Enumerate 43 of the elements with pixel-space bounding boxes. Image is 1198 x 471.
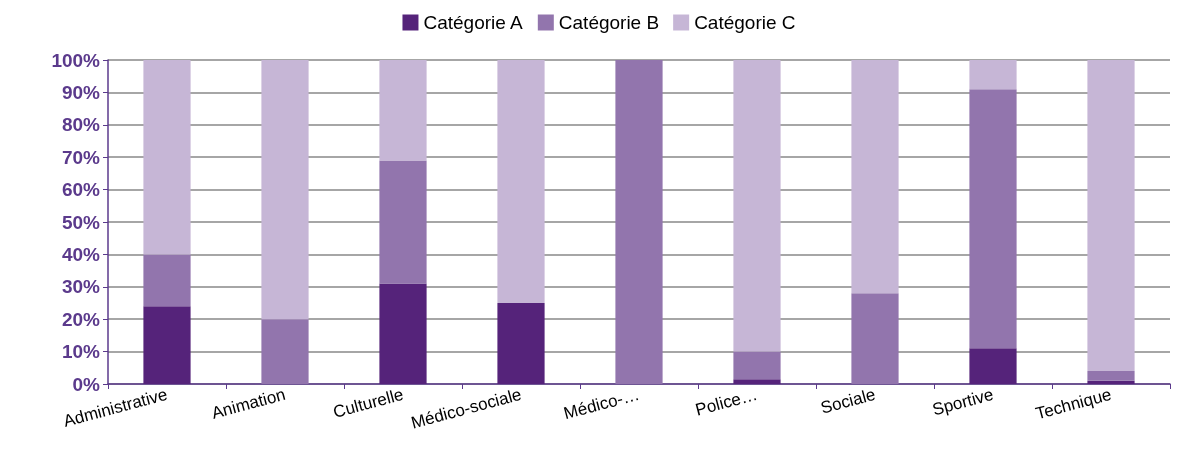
x-tick-label: Médico-… <box>561 384 642 424</box>
bar <box>615 60 663 384</box>
bar <box>261 319 309 384</box>
bar <box>1087 380 1135 384</box>
y-tick-label: 80% <box>61 114 101 136</box>
y-tick-label: 90% <box>61 81 101 103</box>
bar <box>1087 60 1135 372</box>
bar <box>733 351 781 380</box>
x-tick-label: Sociale <box>818 384 878 418</box>
bar <box>379 60 427 161</box>
legend-label: Catégorie C <box>694 12 796 33</box>
bar <box>143 60 191 255</box>
x-tick-label: Animation <box>209 384 288 423</box>
bar <box>497 303 545 384</box>
bar <box>733 60 781 352</box>
legend-label: Catégorie B <box>558 12 660 33</box>
y-tick-label: 0% <box>72 373 101 395</box>
bar <box>851 60 899 294</box>
y-tick-label: 20% <box>61 308 101 330</box>
y-tick-label: 100% <box>51 49 101 71</box>
bar <box>143 254 191 307</box>
bar <box>969 348 1017 384</box>
bar <box>851 293 899 384</box>
bar <box>969 89 1017 349</box>
y-tick-label: 60% <box>61 179 101 201</box>
bar <box>261 60 309 320</box>
legend-label: Catégorie A <box>423 12 524 33</box>
x-tick-label: Sportive <box>930 384 996 420</box>
bar <box>379 160 427 284</box>
y-tick-label: 40% <box>61 243 101 265</box>
x-tick-label: Technique <box>1033 384 1114 424</box>
y-tick-label: 70% <box>61 146 101 168</box>
x-tick-label: Culturelle <box>331 384 406 422</box>
x-tick-label: Police… <box>693 384 760 420</box>
bar <box>143 306 191 384</box>
bar <box>497 60 545 303</box>
y-tick-label: 10% <box>61 341 101 363</box>
bar <box>733 379 781 384</box>
bar <box>969 60 1017 90</box>
bar <box>379 283 427 384</box>
y-tick-label: 50% <box>61 211 101 233</box>
y-tick-label: 30% <box>61 276 101 298</box>
bar <box>1087 371 1135 381</box>
